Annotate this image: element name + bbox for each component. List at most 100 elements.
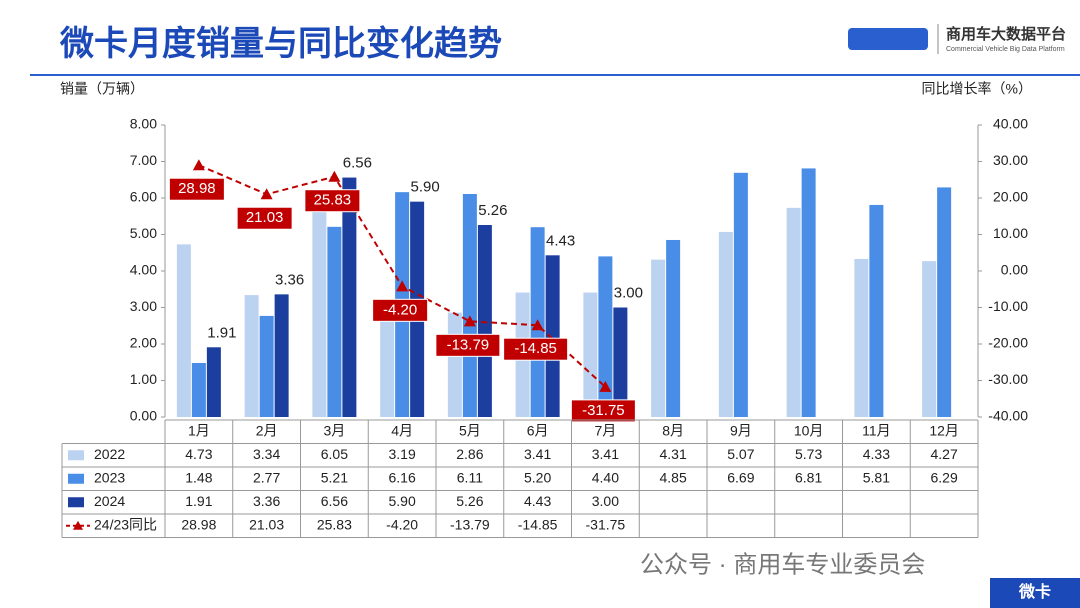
bar	[380, 300, 395, 417]
footer-tag-box	[990, 578, 1080, 608]
table-cell: 5.21	[321, 469, 348, 485]
y2-tick-label: -10.00	[988, 298, 1028, 314]
table-cell: -31.75	[586, 516, 626, 532]
y2-tick-label: -20.00	[988, 335, 1028, 351]
x-tick-label: 8月	[662, 422, 684, 438]
data-label: -14.85	[514, 340, 557, 357]
bar	[342, 177, 357, 417]
x-tick-label: 3月	[323, 422, 345, 438]
y2-tick-label: 40.00	[993, 116, 1028, 132]
data-label-box	[304, 189, 361, 213]
bar	[274, 294, 289, 417]
bar	[854, 258, 869, 417]
data-label: 25.83	[314, 192, 352, 209]
data-label: -31.75	[582, 402, 625, 419]
table-cell: 4.40	[592, 469, 619, 485]
line-marker	[463, 315, 476, 327]
table-cell: 21.03	[249, 516, 284, 532]
bar	[176, 244, 191, 417]
x-tick-label: 2月	[256, 422, 278, 438]
y-tick-label: 7.00	[130, 152, 157, 168]
data-label: 4.43	[546, 232, 575, 249]
logo-mark	[848, 28, 928, 50]
legend-label: 24/23同比	[94, 516, 157, 532]
data-label: 1.91	[207, 324, 236, 341]
x-tick-label: 9月	[730, 422, 752, 438]
table-cell: 28.98	[181, 516, 216, 532]
logo-name: 商用车大数据平台	[946, 25, 1066, 43]
line-marker	[192, 159, 205, 171]
bar	[613, 307, 628, 417]
table-cell: 5.81	[863, 469, 890, 485]
y2-axis-label: 同比增长率（%）	[922, 81, 1032, 97]
y2-tick-label: -30.00	[988, 371, 1028, 387]
y2-tick-label: 20.00	[993, 189, 1028, 205]
legend-swatch	[68, 497, 84, 508]
y2-tick-label: 10.00	[993, 225, 1028, 241]
table-cell: 4.27	[931, 446, 958, 462]
table-cell: 6.16	[389, 469, 416, 485]
x-tick-label: 11月	[862, 422, 891, 438]
table-cell: 6.56	[321, 493, 348, 509]
table-cell: 5.20	[524, 469, 551, 485]
data-label: 21.03	[246, 209, 284, 226]
bar	[327, 226, 342, 417]
bar	[583, 292, 598, 417]
table-cell: 4.33	[863, 446, 890, 462]
bar	[651, 259, 666, 417]
table-cell: 6.05	[321, 446, 348, 462]
x-tick-label: 7月	[594, 422, 616, 438]
data-label: 3.36	[275, 271, 304, 288]
bar	[244, 295, 259, 417]
bar	[259, 315, 274, 417]
x-tick-label: 4月	[391, 422, 413, 438]
line-marker	[396, 280, 409, 292]
table-cell: 3.41	[592, 446, 619, 462]
legend-swatch	[68, 473, 84, 484]
table-cell: 6.81	[795, 469, 822, 485]
line-marker	[599, 380, 612, 392]
y-tick-label: 3.00	[130, 298, 157, 314]
y-tick-label: 1.00	[130, 371, 157, 387]
data-label: 5.26	[478, 202, 507, 219]
table-cell: 3.00	[592, 493, 619, 509]
table-cell: 25.83	[317, 516, 352, 532]
table-cell: -4.20	[386, 516, 418, 532]
x-tick-label: 1月	[188, 422, 210, 438]
table-cell: -14.85	[518, 516, 558, 532]
table-cell: 5.73	[795, 446, 822, 462]
legend-label: 2023	[94, 469, 125, 485]
table-cell: 4.73	[185, 446, 212, 462]
bar	[447, 312, 462, 417]
bar	[598, 256, 613, 417]
table-cell: -13.79	[450, 516, 490, 532]
data-label-box	[503, 337, 569, 361]
data-label-box	[435, 333, 501, 357]
line-marker	[328, 170, 341, 182]
table-cell: 4.85	[660, 469, 687, 485]
table-cell: 1.48	[185, 469, 212, 485]
bar	[718, 231, 733, 417]
x-tick-label: 5月	[459, 422, 481, 438]
legend-swatch	[73, 520, 83, 530]
x-tick-label: 6月	[527, 422, 549, 438]
table-cell: 5.90	[389, 493, 416, 509]
y2-tick-label: 30.00	[993, 152, 1028, 168]
footer-tag: 微卡	[1018, 582, 1051, 601]
data-label: 3.00	[614, 284, 643, 301]
y-tick-label: 0.00	[130, 408, 157, 424]
data-label-box	[168, 177, 225, 201]
table-cell: 1.91	[185, 493, 212, 509]
y-tick-label: 6.00	[130, 189, 157, 205]
chart-title: 微卡月度销量与同比变化趋势	[59, 25, 502, 63]
table-cell: 2.86	[456, 446, 483, 462]
x-tick-label: 12月	[929, 422, 959, 438]
table-cell: 6.69	[727, 469, 754, 485]
bar	[462, 193, 477, 417]
table-cell: 6.29	[931, 469, 958, 485]
data-label: 6.56	[343, 155, 372, 172]
bar	[312, 196, 327, 417]
table-cell: 6.11	[457, 469, 483, 485]
bar	[666, 239, 681, 417]
x-tick-label: 10月	[794, 422, 824, 438]
